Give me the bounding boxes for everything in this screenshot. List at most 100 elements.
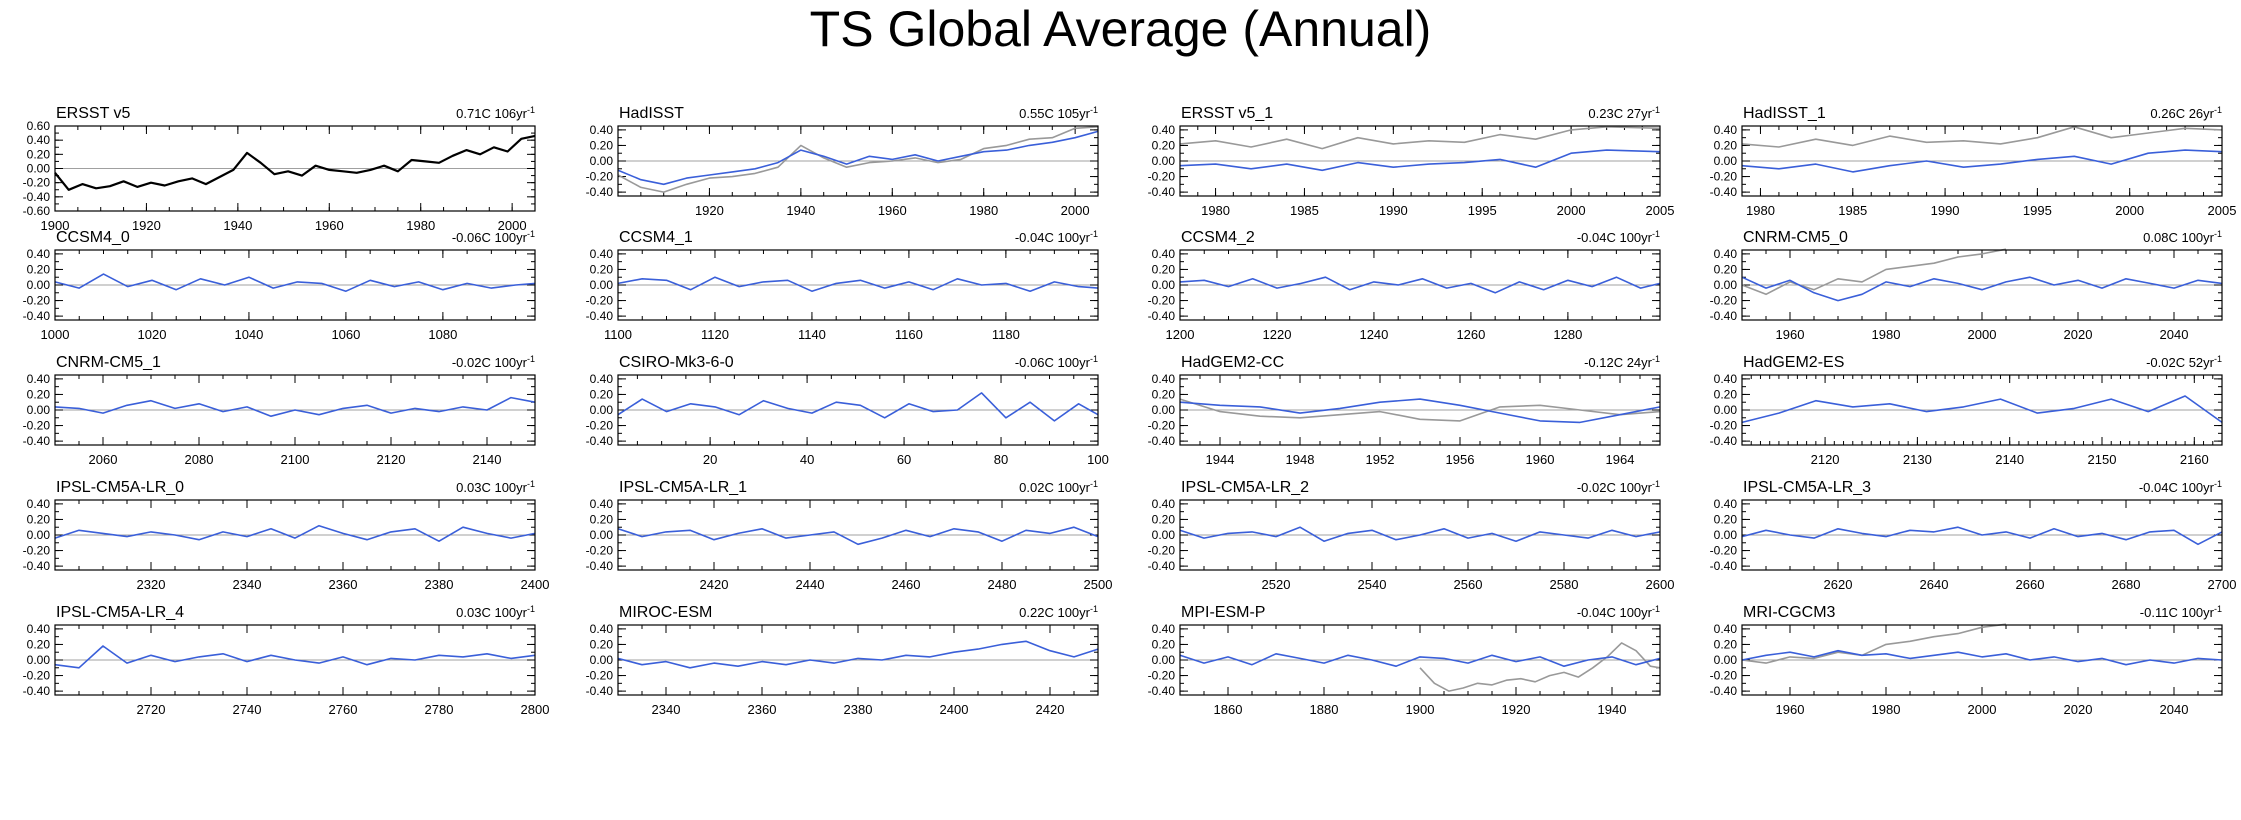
y-tick-label: 0.40 <box>1152 372 1176 386</box>
panel-title: HadGEM2-ES <box>1743 354 1844 371</box>
x-tick-label: 1020 <box>138 327 167 342</box>
panel-title: CNRM-CM5_1 <box>56 354 161 371</box>
panel-title: IPSL-CM5A-LR_1 <box>619 479 747 496</box>
y-tick-label: -0.40 <box>1148 684 1176 698</box>
y-tick-label: 0.20 <box>27 147 51 161</box>
trend-label: 0.03C 100yr-1 <box>456 604 535 620</box>
x-tick-label: 1880 <box>1310 702 1339 717</box>
trend-value: 0.71C 106yr <box>456 106 527 121</box>
x-tick-label: 2460 <box>892 577 921 592</box>
x-tick-label: 1920 <box>695 203 724 218</box>
trend-exponent: -1 <box>2214 229 2222 239</box>
panel-title: MPI-ESM-P <box>1181 604 1265 621</box>
y-tick-label: 0.20 <box>590 512 614 526</box>
panel-0: ERSST v5 0.71C 106yr-10.600.400.200.00-0.… <box>23 105 536 233</box>
y-tick-label: 0.20 <box>27 387 51 401</box>
trend-value: -0.04C 100yr <box>2139 480 2215 495</box>
trend-label: -0.02C 52yr-1 <box>2146 354 2222 370</box>
panel-17: MIROC-ESM 0.22C 100yr-10.400.200.00-0.20-… <box>586 604 1099 717</box>
panel-title: CCSM4_2 <box>1181 229 1255 246</box>
model-series-line <box>1741 649 2223 666</box>
trend-exponent: -1 <box>527 604 535 614</box>
y-tick-label: 0.00 <box>1714 154 1738 168</box>
y-tick-label: 0.20 <box>1152 138 1176 152</box>
x-tick-label: 2440 <box>796 577 825 592</box>
x-tick-label: 2740 <box>233 702 262 717</box>
trend-value: -0.06C 100yr <box>452 230 528 245</box>
x-tick-label: 2100 <box>281 452 310 467</box>
x-tick-label: 2340 <box>652 702 681 717</box>
panel-3: HadISST_1 0.26C 26yr-1 0.400.20 0.00 -0.20-0… <box>1710 105 2237 218</box>
model-series-line <box>1179 149 1661 172</box>
y-tick-label: 0.00 <box>27 403 51 417</box>
panel-frame <box>1741 624 2223 696</box>
panel-13: IPSL-CM5A-LR_1 0.02C 100yr-1 0.400.20 0.00 -… <box>586 479 1113 592</box>
y-tick-label: -0.20 <box>1710 294 1738 308</box>
y-tick-label: 0.00 <box>27 653 51 667</box>
obs-series-line <box>1419 642 1661 692</box>
x-tick-label: 1900 <box>1406 702 1435 717</box>
y-tick-label: -0.20 <box>23 176 51 190</box>
y-tick-label: 0.40 <box>27 622 51 636</box>
y-tick-label: -0.40 <box>1148 559 1176 573</box>
panel-title: IPSL-CM5A-LR_0 <box>56 479 184 496</box>
y-tick-label: 0.00 <box>590 653 614 667</box>
y-tick-label: 0.00 <box>1152 403 1176 417</box>
y-tick-label: -0.20 <box>23 669 51 683</box>
x-tick-label: 1160 <box>895 327 923 342</box>
x-tick-label: 1060 <box>331 327 360 342</box>
trend-value: -0.04C 100yr <box>1577 605 1653 620</box>
panel-2: ERSST v5_1 0.23C 27yr-10.400.200.00-0.20-… <box>1148 105 1675 218</box>
y-tick-label: -0.20 <box>586 419 614 433</box>
model-series-line <box>54 645 536 669</box>
panel-5: CCSM4_1 -0.04C 100yr-10.400.200.00-0.20-0… <box>586 229 1099 342</box>
trend-exponent: -1 <box>2214 354 2222 364</box>
y-tick-label: 0.20 <box>27 637 51 651</box>
obs-series-line <box>1179 126 1661 150</box>
trend-exponent: -1 <box>1652 229 1660 239</box>
y-tick-label: 0.20 <box>590 387 614 401</box>
model-series-line <box>1741 526 2223 546</box>
model-series-line <box>54 273 536 293</box>
x-tick-label: 1860 <box>1214 702 1243 717</box>
y-tick-label: 0.40 <box>590 497 614 511</box>
x-tick-label: 60 <box>897 452 911 467</box>
panel-title: IPSL-CM5A-LR_3 <box>1743 479 1871 496</box>
trend-exponent: -1 <box>1652 479 1660 489</box>
panel-frame <box>617 624 1099 696</box>
y-tick-label: 0.20 <box>1152 512 1176 526</box>
trend-label: 0.23C 27yr-1 <box>1588 105 1660 121</box>
trend-label: -0.06C 100yr-1 <box>1015 354 1098 370</box>
trend-exponent: -1 <box>1090 105 1098 115</box>
panel-title: CCSM4_0 <box>56 229 130 246</box>
model-series-line <box>1741 395 2223 424</box>
x-tick-label: 1240 <box>1359 327 1388 342</box>
x-tick-label: 1940 <box>223 218 252 233</box>
y-tick-label: 0.00 <box>27 162 51 176</box>
panel-16: IPSL-CM5A-LR_4 0.03C 100yr-1 0.400.20 0.00 -… <box>23 604 550 717</box>
y-tick-label: -0.40 <box>586 185 614 199</box>
x-tick-label: 2040 <box>2160 327 2189 342</box>
x-tick-label: 1980 <box>969 203 998 218</box>
trend-exponent: -1 <box>527 354 535 364</box>
model-series-line <box>1179 652 1661 668</box>
y-tick-label: -0.20 <box>1148 294 1176 308</box>
y-tick-label: -0.40 <box>1148 185 1176 199</box>
panel-18: MPI-ESM-P -0.04C 100yr-1 0.400.20 0.00 -0.20… <box>1148 604 1661 717</box>
y-tick-label: 0.00 <box>1714 653 1738 667</box>
panel-frame <box>617 374 1099 446</box>
panel-frame <box>1741 374 2223 446</box>
x-tick-label: 1220 <box>1263 327 1292 342</box>
trend-label: -0.06C 100yr-1 <box>452 229 535 245</box>
y-tick-label: 0.40 <box>27 497 51 511</box>
x-tick-label: 2780 <box>425 702 454 717</box>
y-tick-label: -0.40 <box>586 684 614 698</box>
model-series-line <box>1741 276 2223 302</box>
x-tick-label: 1980 <box>406 218 435 233</box>
panel-title: HadGEM2-CC <box>1181 354 1284 371</box>
y-tick-label: 0.00 <box>1152 653 1176 667</box>
y-tick-label: -0.60 <box>23 204 51 218</box>
panel-frame <box>617 499 1099 571</box>
x-tick-label: 1956 <box>1446 452 1475 467</box>
panel-frame <box>54 249 536 321</box>
